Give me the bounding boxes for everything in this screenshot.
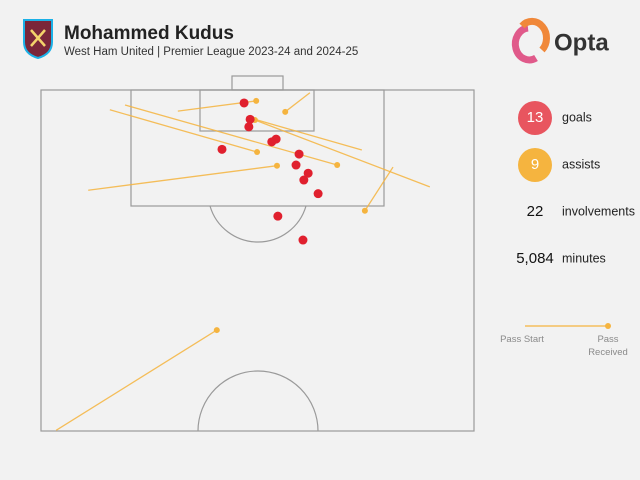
goal — [239, 98, 249, 108]
stat-value: 9 — [531, 156, 539, 173]
stat-label: goals — [562, 110, 592, 124]
assist-pass — [254, 119, 431, 188]
goal — [299, 175, 309, 185]
goal — [245, 114, 255, 124]
legend-start: Pass Start — [500, 334, 544, 345]
stat-value: 5,084 — [516, 250, 554, 267]
goal — [273, 211, 283, 221]
stat-value: 13 — [527, 109, 544, 126]
stat-label: involvements — [562, 204, 635, 218]
assist-received — [361, 207, 368, 214]
assist-received — [273, 162, 280, 169]
assist-received — [253, 97, 260, 104]
goal — [217, 144, 227, 154]
assist-received — [282, 108, 289, 115]
club-badge — [23, 19, 53, 60]
brand-logo — [511, 17, 550, 64]
goal — [303, 168, 313, 178]
goal — [313, 189, 323, 199]
pitch — [40, 75, 475, 432]
goal — [294, 149, 304, 159]
assist-pass — [124, 104, 338, 166]
legend-end: Pass Received — [588, 334, 628, 358]
brand-name: Opta — [554, 29, 609, 56]
assist-pass — [55, 329, 218, 431]
assist-received — [334, 162, 341, 169]
assist-received — [213, 327, 220, 334]
goal — [244, 122, 254, 132]
assist-pass — [249, 117, 363, 151]
assist-pass — [284, 92, 311, 113]
assist-received — [254, 149, 261, 156]
chart-subtitle: West Ham United | Premier League 2023-24… — [64, 46, 358, 58]
stat-value: 22 — [527, 203, 544, 220]
chart-title: Mohammed Kudus — [64, 23, 234, 44]
goal — [271, 134, 281, 144]
assist-pass — [88, 165, 278, 191]
assist-pass — [109, 109, 258, 153]
legend-dot — [605, 323, 611, 329]
goal — [291, 160, 301, 170]
stat-badge — [518, 148, 552, 182]
stat-label: minutes — [562, 251, 606, 265]
assist-pass — [364, 166, 394, 212]
stat-badge — [518, 101, 552, 135]
stat-label: assists — [562, 157, 600, 171]
goal — [298, 235, 308, 245]
